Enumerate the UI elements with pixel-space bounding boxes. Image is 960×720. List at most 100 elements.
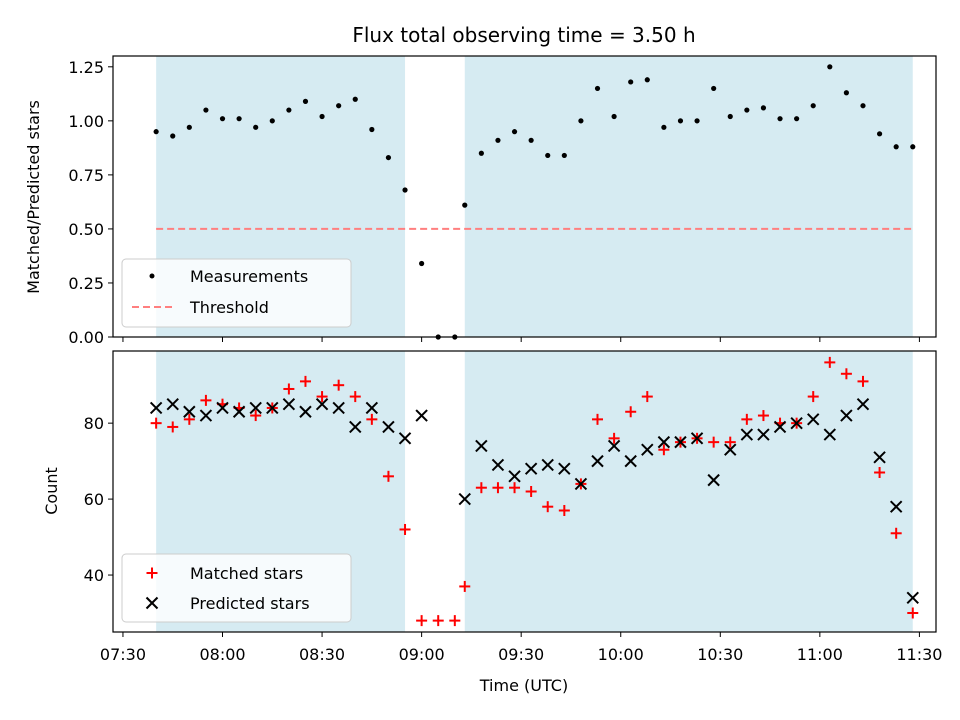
- bottom-y-tick-label: 60: [84, 490, 104, 509]
- top-panel: 0.00 0.25 0.50 0.75 1.00 1.25 Matched/Predict…: [24, 55, 937, 347]
- measurement-point: [286, 107, 292, 113]
- predicted-star-point: [299, 405, 312, 418]
- top-legend: Measurements Threshold: [121, 258, 352, 328]
- predicted-star-point-b: [541, 458, 554, 472]
- measurement-point: [236, 116, 242, 122]
- predicted-star-point-b: [840, 409, 853, 422]
- predicted-star-point-b: [249, 401, 262, 415]
- measurement-point: [186, 124, 192, 130]
- predicted-star-point-b: [657, 435, 671, 449]
- predicted-star-point-b: [415, 409, 428, 422]
- x-tick-label: 09:30: [498, 645, 544, 664]
- x-tick-label: 10:30: [697, 645, 743, 664]
- predicted-star-point-b: [707, 473, 720, 487]
- predicted-star-point: [873, 451, 886, 464]
- measurement-point: [910, 144, 916, 150]
- matched-star-points: [150, 356, 919, 627]
- predicted-star-point: [807, 413, 820, 426]
- predicted-star-point-b: [398, 432, 412, 445]
- predicted-star-point: [398, 432, 412, 445]
- measurement-point: [419, 260, 425, 267]
- measurement-point: [545, 152, 551, 159]
- matched-star-point: [416, 615, 428, 627]
- measurement-point: [727, 113, 733, 120]
- measurement-point: [827, 64, 833, 70]
- predicted-star-points: [149, 397, 919, 605]
- measurement-point: [893, 144, 899, 150]
- predicted-star-point-b: [823, 428, 837, 441]
- predicted-star-point-b: [591, 454, 604, 468]
- x-axis-label: Time (UTC): [479, 676, 568, 695]
- matched-star-point: [299, 375, 311, 387]
- predicted-star-point: [558, 462, 571, 475]
- measurement-point: [402, 187, 408, 193]
- measurement-point: [810, 103, 816, 109]
- predicted-star-point: [282, 397, 296, 411]
- predicted-star-point: [790, 416, 803, 430]
- predicted-star-point: [332, 401, 345, 415]
- measurement-point: [611, 113, 617, 120]
- legend-measurements-label: Measurements: [190, 267, 308, 286]
- legend-measurement-marker: [149, 273, 155, 279]
- matched-star-point: [525, 486, 537, 497]
- legend-matched-label: Matched stars: [190, 564, 303, 583]
- measurement-point: [495, 137, 501, 143]
- matched-star-point: [724, 436, 736, 448]
- predicted-star-point-b: [524, 462, 538, 475]
- top-y-tick-label: 0.50: [68, 220, 104, 239]
- measurement-point: [153, 129, 159, 135]
- observing-window-span: [464, 351, 913, 632]
- predicted-star-point: [641, 443, 654, 456]
- predicted-star-point-b: [266, 401, 279, 415]
- top-y-tick-label: 1.25: [68, 58, 104, 77]
- predicted-star-point: [740, 428, 754, 441]
- matched-star-point: [558, 504, 570, 516]
- measurement-point: [170, 133, 176, 139]
- matched-star-point: [592, 413, 604, 425]
- matched-star-point: [542, 501, 554, 513]
- predicted-star-point: [840, 409, 853, 422]
- predicted-star-point-b: [282, 397, 296, 411]
- matched-star-point: [824, 356, 836, 368]
- x-tick-label: 07:30: [100, 645, 146, 664]
- measurement-point: [578, 118, 584, 124]
- predicted-star-point: [541, 458, 554, 472]
- matched-star-point: [708, 436, 720, 448]
- predicted-star-point: [149, 401, 163, 415]
- predicted-star-point: [491, 458, 505, 472]
- matched-star-point: [658, 444, 670, 456]
- predicted-star-point: [757, 428, 770, 441]
- legend-matched-marker: [146, 567, 158, 579]
- matched-star-point: [283, 383, 295, 395]
- matched-star-point: [757, 410, 769, 422]
- predicted-star-point-b: [790, 416, 803, 430]
- predicted-star-point-b: [807, 413, 820, 426]
- bottom-legend-box: [121, 553, 352, 623]
- predicted-star-point: [216, 401, 229, 415]
- predicted-star-point-b: [607, 439, 621, 453]
- predicted-star-point: [657, 435, 671, 449]
- predicted-star-point: [349, 420, 362, 434]
- predicted-star-point: [773, 420, 787, 434]
- predicted-star-point-b: [199, 409, 213, 422]
- predicted-star-point-b: [382, 420, 395, 434]
- matched-star-point: [399, 523, 411, 535]
- legend-predicted-label: Predicted stars: [190, 594, 310, 613]
- matched-star-point: [150, 417, 162, 429]
- matched-star-point: [840, 368, 852, 380]
- predicted-star-point-b: [216, 401, 229, 415]
- predicted-star-point-b: [906, 591, 919, 605]
- predicted-star-point-b: [508, 470, 521, 483]
- measurement-point: [352, 96, 358, 102]
- measurement-point: [253, 124, 259, 130]
- matched-star-point: [183, 413, 195, 425]
- top-legend-box: [121, 258, 352, 328]
- predicted-star-point: [475, 439, 488, 453]
- predicted-star-point-b: [183, 405, 196, 418]
- predicted-star-point-b: [491, 458, 505, 472]
- top-shaded-spans: [156, 56, 913, 337]
- bottom-axes-frame: [112, 350, 937, 633]
- matched-star-point: [741, 413, 753, 425]
- x-tick-label: 09:00: [399, 645, 445, 664]
